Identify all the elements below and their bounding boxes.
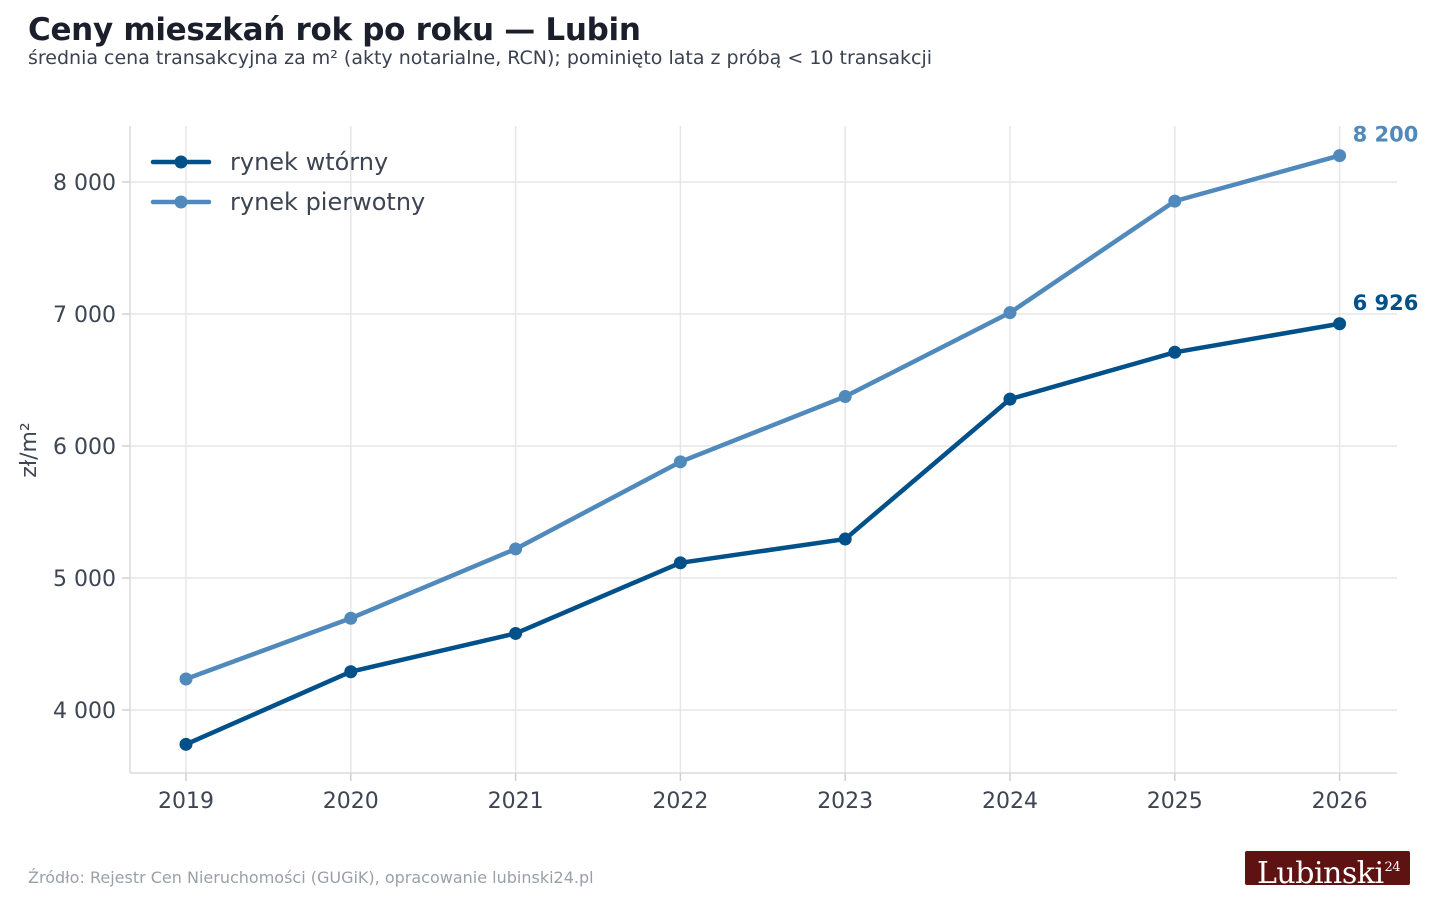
lubinski24-logo[interactable]: Lubinski24 [1245, 851, 1410, 885]
data-point-0-2024[interactable] [1003, 392, 1017, 406]
legend-item-0[interactable]: rynek wtórny [150, 148, 388, 176]
data-point-0-2020[interactable] [344, 665, 358, 679]
legend-label-0: rynek wtórny [230, 148, 388, 176]
x-tick-label-2024: 2024 [982, 789, 1038, 814]
data-point-1-2022[interactable] [673, 455, 687, 469]
legend-item-1[interactable]: rynek pierwotny [150, 188, 425, 216]
logo-text: Lubinski [1257, 856, 1384, 886]
y-tick-label-8000: 8 000 [53, 171, 116, 196]
x-tick-label-2022: 2022 [652, 789, 708, 814]
y-axis-label: zł/m² [17, 422, 42, 477]
x-tick-label-2019: 2019 [158, 789, 214, 814]
data-point-1-2024[interactable] [1003, 306, 1017, 320]
series-rynek-pierwotny: 8 200 [179, 123, 1419, 686]
x-tick-label-2026: 2026 [1312, 789, 1368, 814]
data-point-0-2021[interactable] [509, 626, 523, 640]
data-point-0-2025[interactable] [1168, 345, 1182, 359]
y-tick-label-6000: 6 000 [53, 435, 116, 460]
x-tick-label-2025: 2025 [1147, 789, 1203, 814]
end-value-label-1: 8 200 [1353, 123, 1419, 147]
data-point-0-2019[interactable] [179, 737, 193, 751]
logo-sup: 24 [1384, 860, 1401, 875]
data-point-1-2025[interactable] [1168, 194, 1182, 208]
series-rynek-wtorny: 6 926 [179, 291, 1419, 751]
data-point-0-2022[interactable] [673, 556, 687, 570]
data-point-1-2019[interactable] [179, 672, 193, 686]
x-tick-label-2020: 2020 [323, 789, 379, 814]
end-value-label-0: 6 926 [1353, 291, 1419, 315]
chart-subtitle: średnia cena transakcyjna za m² (akty no… [28, 47, 933, 69]
x-tick-label-2023: 2023 [817, 789, 873, 814]
data-point-1-2021[interactable] [509, 542, 523, 556]
data-point-0-2026[interactable] [1333, 317, 1347, 331]
y-tick-label-5000: 5 000 [53, 567, 116, 592]
x-tick-label-2021: 2021 [488, 789, 544, 814]
legend-label-1: rynek pierwotny [230, 188, 425, 216]
series-line-1 [183, 153, 1342, 682]
y-tick-label-7000: 7 000 [53, 303, 116, 328]
source-note: Źródło: Rejestr Cen Nieruchomości (GUGiK… [28, 868, 594, 887]
series-line-0 [183, 321, 1342, 747]
data-point-1-2020[interactable] [344, 611, 358, 625]
legend-swatch-marker-1 [174, 195, 188, 209]
data-point-0-2023[interactable] [838, 532, 852, 546]
data-point-1-2026[interactable] [1333, 149, 1347, 163]
data-point-1-2023[interactable] [838, 390, 852, 403]
chart-title: Ceny mieszkań rok po roku — Lubin [28, 12, 641, 48]
legend-swatch-marker-0 [174, 155, 188, 169]
y-tick-label-4000: 4 000 [53, 699, 116, 724]
